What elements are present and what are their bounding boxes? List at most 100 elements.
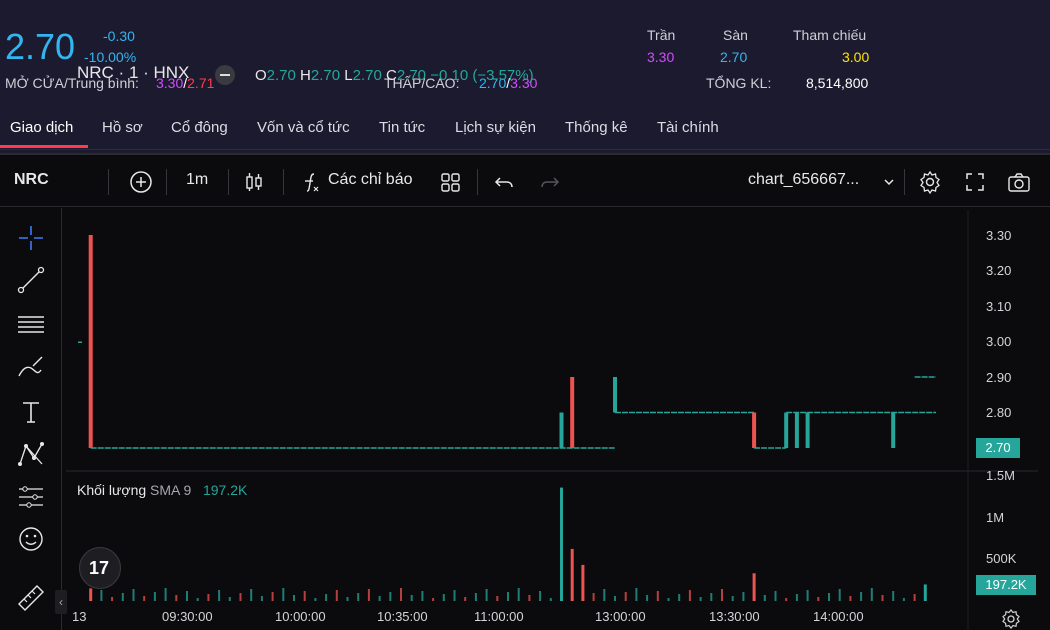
reference-label: Tham chiếu: [793, 27, 867, 43]
volume-bar: [838, 589, 841, 601]
brush-icon[interactable]: [15, 352, 47, 384]
volume-bar: [271, 592, 274, 601]
volume-bar: [539, 591, 542, 601]
volume-bar: [378, 596, 381, 601]
candle-body: [784, 412, 789, 448]
layout-name-dropdown[interactable]: chart_656667...: [748, 171, 860, 188]
volume-sma-label: SMA 9: [150, 482, 192, 498]
candle-body: [78, 341, 82, 343]
volume-bar: [260, 596, 263, 601]
floor-value: 2.70: [720, 49, 748, 65]
low-high-slash: /: [506, 75, 511, 91]
tradingview-logo[interactable]: 17: [79, 547, 121, 589]
last-price: 2.70: [5, 26, 76, 67]
ohlc-legend: O2.70 H2.70 L2.70 C2.70 −0.10 (−3.57%): [255, 67, 534, 84]
candle-style-icon[interactable]: [241, 169, 267, 195]
volume-bar: [699, 597, 702, 601]
total-volume-label: TỔNG KL:: [706, 75, 772, 91]
volume-bar: [367, 589, 370, 601]
volume-bar: [646, 595, 649, 601]
indicators-icon[interactable]: [297, 169, 323, 195]
volume-bar: [432, 598, 435, 601]
candle-body: [559, 412, 564, 448]
volume-bar: [603, 589, 606, 601]
volume-bar: [100, 590, 103, 601]
volume-tick: 1.5M: [986, 468, 1015, 483]
last-volume-badge: 197.2K: [976, 575, 1036, 595]
volume-bar: [581, 564, 585, 601]
volume-bar: [111, 597, 114, 601]
settings-gear-icon[interactable]: [917, 169, 943, 195]
crosshair-icon[interactable]: [15, 222, 47, 254]
tab-shareholders[interactable]: Cổ đông: [171, 119, 228, 136]
volume-bar: [453, 590, 456, 601]
volume-bar: [153, 592, 156, 601]
volume-bar: [678, 594, 681, 601]
axis-settings-icon[interactable]: [1000, 608, 1022, 630]
time-tick: 10:00:00: [275, 609, 326, 624]
price-tick: 3.30: [986, 228, 1012, 243]
tab-capital-dividends[interactable]: Vốn và cổ tức: [257, 119, 350, 136]
pattern-icon[interactable]: [15, 438, 47, 470]
volume-sma-value: 197.2K: [202, 482, 248, 498]
price-tick: 3.20: [986, 263, 1012, 278]
volume-bar: [902, 598, 905, 601]
volume-bar: [656, 591, 659, 601]
volume-bar: [560, 487, 563, 601]
time-tick: 10:35:00: [377, 609, 428, 624]
volume-bar: [186, 591, 188, 601]
fullscreen-icon[interactable]: [962, 169, 988, 195]
emoji-icon[interactable]: [15, 523, 47, 555]
volume-bar: [335, 590, 338, 601]
volume-bar: [485, 589, 488, 601]
symbol-search[interactable]: NRC: [14, 171, 49, 188]
change-legend-value: −0.10 (−3.57%): [430, 67, 534, 84]
volume-bar: [400, 588, 402, 601]
volume-bar: [121, 593, 124, 601]
volume-bar: [89, 588, 93, 601]
volume-bar: [293, 595, 295, 601]
toolbar-divider: [477, 169, 478, 195]
measure-icon[interactable]: [15, 481, 47, 513]
volume-bar: [795, 594, 798, 601]
redo-icon[interactable]: [536, 169, 562, 195]
text-icon[interactable]: [15, 396, 47, 428]
high-key: H: [300, 67, 311, 84]
compare-add-icon[interactable]: [128, 169, 154, 195]
volume-bar: [346, 597, 349, 601]
chart-container: NRC 1m Các chỉ báo chart_656667...: [0, 153, 1050, 630]
chart-toolbar: NRC 1m Các chỉ báo chart_656667...: [0, 155, 1050, 207]
volume-bar: [410, 595, 413, 601]
tab-statistics[interactable]: Thống kê: [565, 119, 628, 136]
layout-grid-icon[interactable]: [437, 169, 463, 195]
time-tick: 11:00:00: [474, 609, 524, 624]
candle-body: [891, 412, 896, 448]
tab-news[interactable]: Tin tức: [379, 119, 426, 136]
open-value: 3.30: [156, 75, 184, 91]
volume-bar: [913, 594, 916, 601]
toolbar-divider: [283, 169, 284, 195]
volume-bar: [785, 598, 788, 601]
undo-icon[interactable]: [492, 169, 518, 195]
interval-button[interactable]: 1m: [186, 171, 209, 188]
camera-icon[interactable]: [1006, 169, 1032, 195]
horizontal-lines-icon[interactable]: [15, 308, 47, 340]
collapse-sidebar-button[interactable]: ‹: [55, 590, 67, 614]
indicators-button[interactable]: Các chỉ báo: [328, 171, 413, 188]
collapse-legend-button[interactable]: [215, 65, 235, 85]
tradingview-logo-text: 17: [89, 558, 110, 578]
trendline-icon[interactable]: [15, 264, 47, 296]
volume-bar: [828, 593, 830, 601]
volume-bar: [774, 591, 777, 601]
tab-financials[interactable]: Tài chính: [657, 119, 719, 136]
volume-bar: [870, 588, 873, 601]
ruler-icon[interactable]: [15, 582, 47, 614]
volume-bar: [496, 596, 499, 601]
tab-trading[interactable]: Giao dịch: [10, 119, 74, 136]
volume-bar: [228, 597, 231, 601]
tab-profile[interactable]: Hồ sơ: [102, 119, 143, 136]
tab-events[interactable]: Lịch sự kiện: [455, 119, 536, 136]
volume-bar: [325, 594, 328, 601]
chevron-down-icon[interactable]: [876, 169, 902, 195]
